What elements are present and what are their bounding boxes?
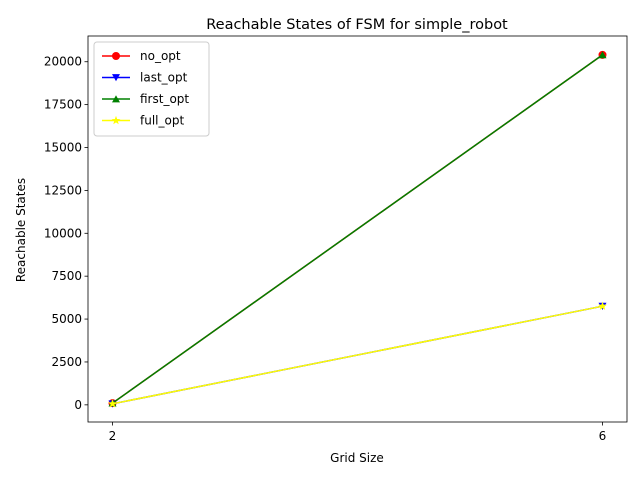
legend-marker-last_opt xyxy=(112,74,120,82)
legend-label-last_opt: last_opt xyxy=(140,71,188,85)
y-tick-label: 5000 xyxy=(51,312,82,326)
chart-title: Reachable States of FSM for simple_robot xyxy=(206,17,508,33)
y-tick-label: 7500 xyxy=(51,269,82,283)
data-point-full_opt-1 xyxy=(598,301,607,310)
y-axis-title: Reachable States xyxy=(14,178,28,282)
x-tick-label: 6 xyxy=(599,429,607,443)
legend-label-first_opt: first_opt xyxy=(140,92,189,106)
y-tick-label: 10000 xyxy=(44,226,82,240)
legend-label-no_opt: no_opt xyxy=(140,49,181,63)
data-point-first_opt-1 xyxy=(598,51,607,59)
legend-box xyxy=(93,41,210,137)
plot-area xyxy=(108,50,607,408)
axes-frame xyxy=(87,35,628,423)
x-tick-label: 2 xyxy=(109,429,117,443)
legend-marker-no_opt xyxy=(112,52,120,60)
y-tick-label: 20000 xyxy=(44,55,82,69)
series-line-full_opt xyxy=(112,305,603,405)
legend-marker-full_opt xyxy=(111,115,121,125)
legend-label-full_opt: full_opt xyxy=(140,114,184,128)
y-tick-label: 2500 xyxy=(51,355,82,369)
axes: 0 2500 5000 7500 10000 12500 15000 17500 20000 2 6 xyxy=(44,35,628,443)
x-axis-title: Grid Size xyxy=(330,451,384,465)
y-tick-label: 0 xyxy=(74,398,82,412)
y-tick-label: 12500 xyxy=(44,183,82,197)
series-line-first_opt xyxy=(112,54,603,404)
y-tick-label: 17500 xyxy=(44,98,82,112)
legend-marker-first_opt xyxy=(112,95,120,103)
y-tick-label: 15000 xyxy=(44,141,82,155)
data-point-full_opt-0 xyxy=(108,399,117,408)
legend: no_opt last_opt first_opt full_opt xyxy=(93,41,210,137)
